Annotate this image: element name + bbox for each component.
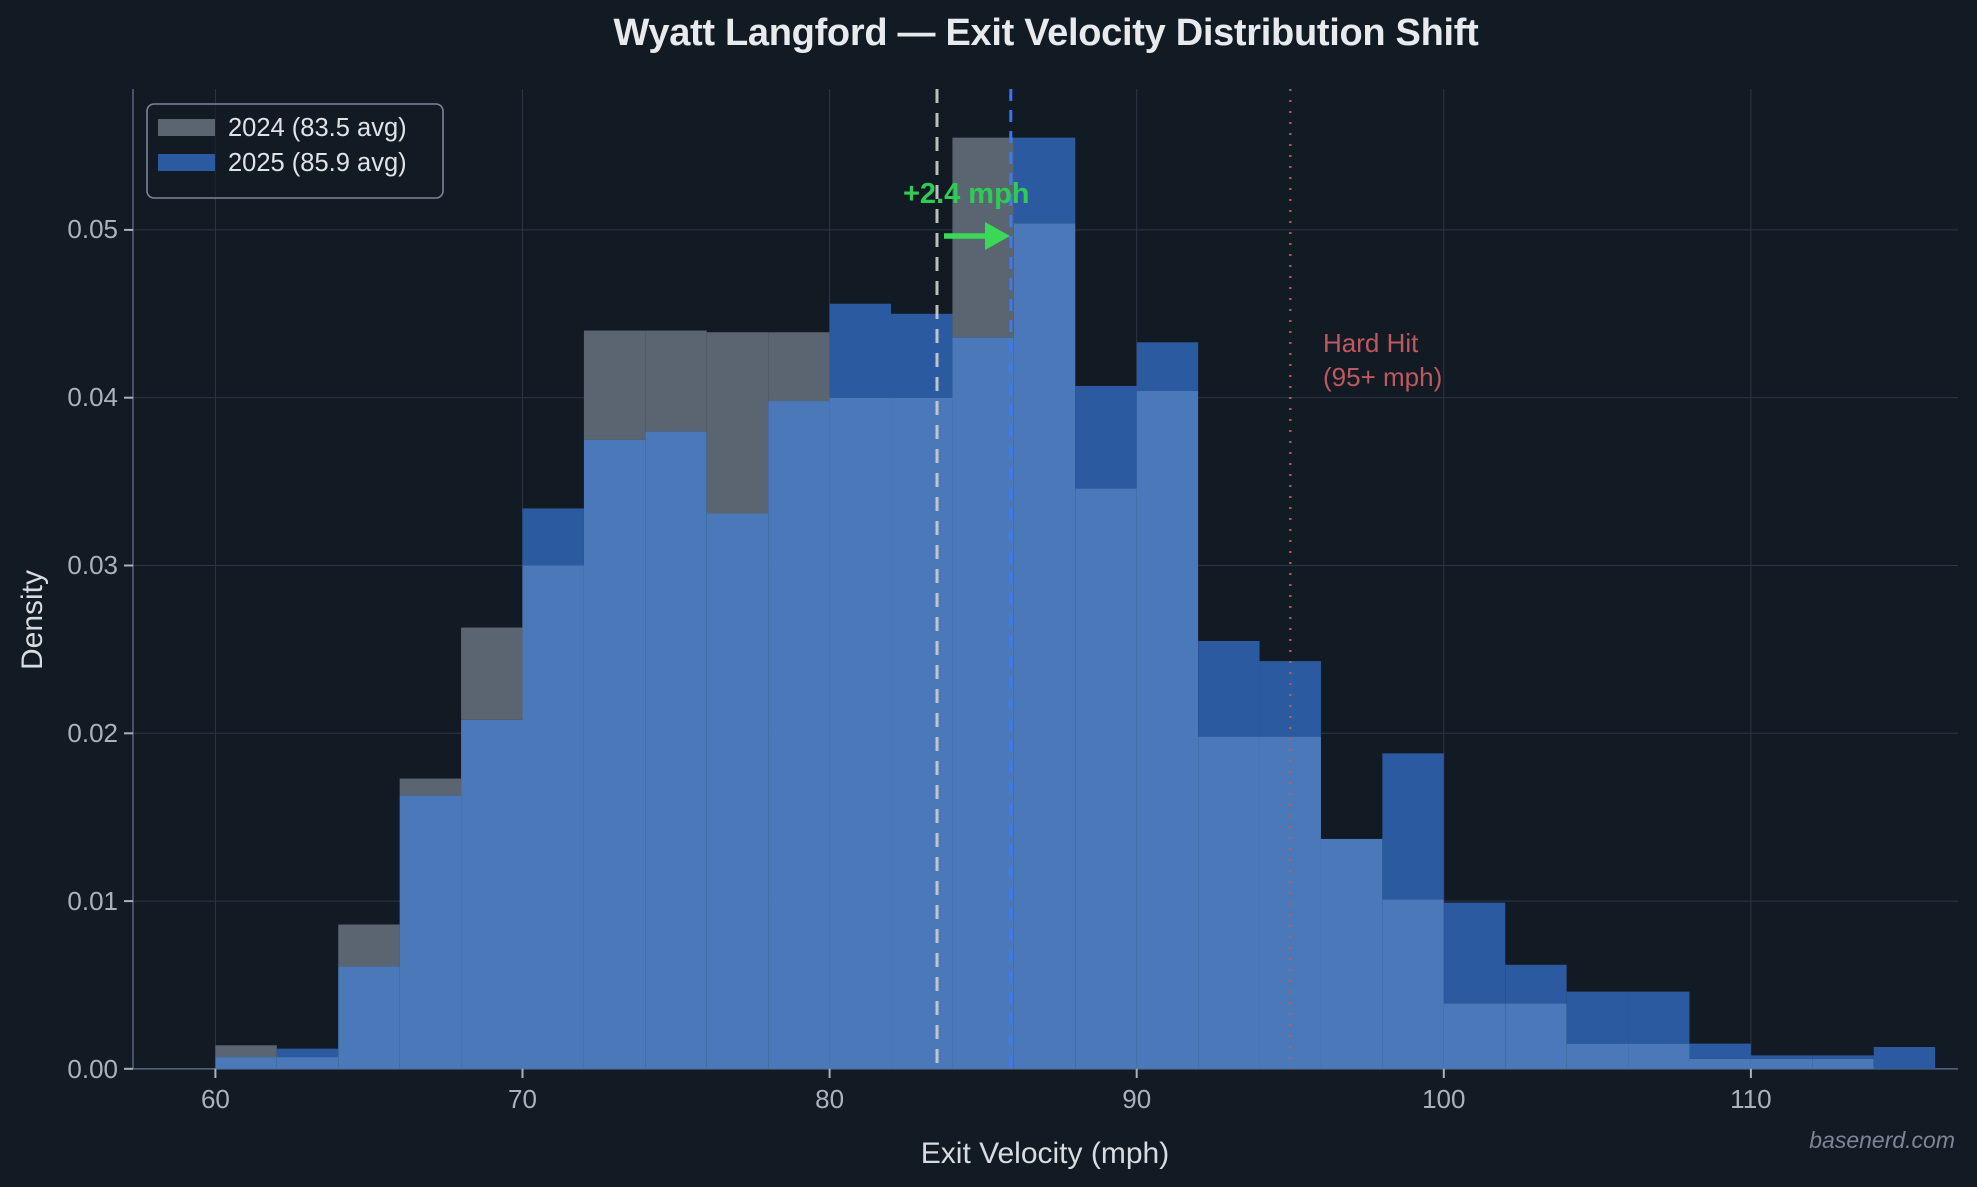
svg-text:60: 60 [201,1084,230,1114]
svg-text:0.02: 0.02 [67,718,118,748]
svg-text:2024 (83.5 avg): 2024 (83.5 avg) [228,114,407,142]
svg-text:Hard Hit: Hard Hit [1323,328,1419,358]
svg-text:+2.4 mph: +2.4 mph [903,178,1030,210]
svg-text:2025 (85.9 avg): 2025 (85.9 avg) [228,149,407,177]
svg-text:0.01: 0.01 [67,886,118,916]
svg-text:(95+ mph): (95+ mph) [1323,362,1442,392]
svg-text:70: 70 [508,1084,537,1114]
svg-text:Exit Velocity (mph): Exit Velocity (mph) [921,1137,1169,1170]
svg-text:0.00: 0.00 [67,1054,118,1084]
svg-text:0.03: 0.03 [67,550,118,580]
svg-text:0.04: 0.04 [67,382,118,412]
svg-text:Density: Density [16,570,49,670]
svg-text:110: 110 [1730,1084,1771,1114]
svg-text:90: 90 [1122,1084,1151,1114]
svg-text:100: 100 [1422,1084,1465,1114]
svg-text:Wyatt Langford — Exit Velocity: Wyatt Langford — Exit Velocity Distribut… [614,12,1480,54]
svg-text:0.05: 0.05 [67,214,118,244]
svg-text:80: 80 [815,1084,844,1114]
svg-text:basenerd.com: basenerd.com [1809,1127,1955,1153]
